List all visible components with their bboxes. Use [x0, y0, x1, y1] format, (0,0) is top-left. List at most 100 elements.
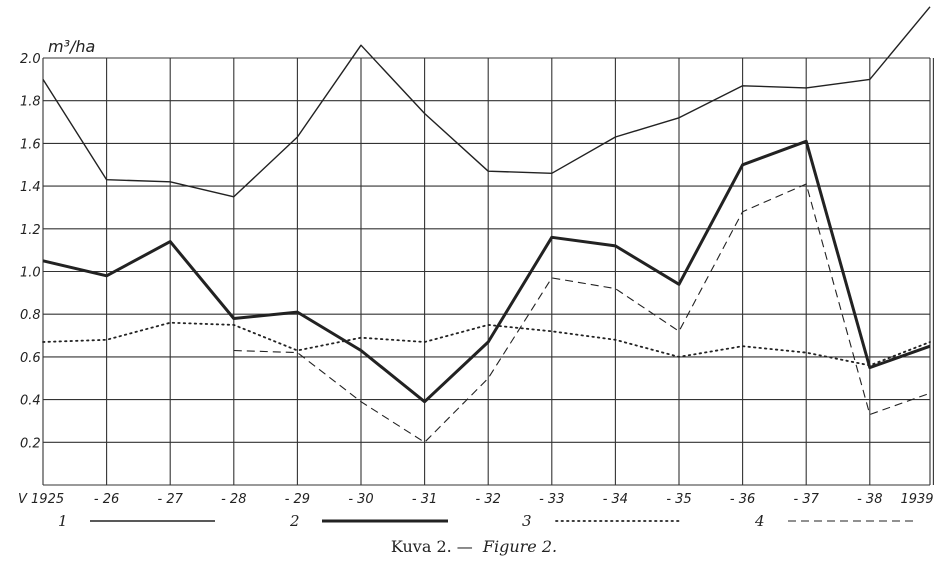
series-line-2 [42, 139, 931, 404]
data-point [295, 134, 300, 139]
data-point [359, 43, 364, 48]
x-tick-label: - 30 [348, 492, 373, 507]
y-tick-label: 1.2 [20, 223, 41, 238]
data-point [804, 139, 809, 144]
data-point [804, 181, 809, 186]
data-point [677, 354, 682, 359]
data-point [804, 350, 809, 355]
y-tick-label: 0.2 [20, 436, 41, 451]
x-tick-label: - 33 [539, 492, 564, 507]
grid [42, 57, 934, 486]
legend: 1 2 3 4 [58, 512, 913, 530]
legend-item-1: 1 [58, 512, 215, 530]
data-point [295, 310, 300, 315]
data-point [359, 399, 364, 404]
data-point [486, 169, 491, 174]
legend-item-2: 2 [289, 512, 448, 530]
data-point [41, 258, 46, 263]
y-tick-label: 1.0 [20, 266, 41, 281]
legend-label: 2 [289, 512, 300, 530]
legend-item-4: 4 [754, 512, 913, 530]
data-point [422, 399, 427, 404]
x-axis-ticks: V 1925 - 26 - 27 - 28 - 29 - 30 - 31 - 32 - 33 - … [18, 492, 934, 507]
data-point [104, 273, 109, 278]
data-point [104, 337, 109, 342]
data-point [804, 85, 809, 90]
x-tick-label: - 34 [603, 492, 628, 507]
series-line-1 [42, 6, 931, 198]
data-point [613, 286, 618, 291]
data-point [677, 115, 682, 120]
data-point [231, 322, 236, 327]
data-point [168, 320, 173, 325]
data-point [359, 348, 364, 353]
x-tick-label: - 29 [285, 492, 310, 507]
x-tick-label: - 31 [412, 492, 437, 507]
data-point [549, 275, 554, 280]
data-point [677, 329, 682, 334]
data-point [422, 111, 427, 116]
y-tick-label: 0.6 [20, 351, 41, 366]
data-point [549, 235, 554, 240]
data-point [168, 179, 173, 184]
data-point [677, 282, 682, 287]
data-point [867, 412, 872, 417]
x-tick-label: V 1925 [18, 492, 64, 507]
y-axis-ticks: 0.2 0.4 0.6 0.8 1.0 1.2 1.4 1.6 1.8 2.0 [20, 52, 41, 451]
y-axis-unit-label: m³/ha [48, 37, 95, 56]
x-tick-label: - 26 [94, 492, 119, 507]
x-tick-label: 1939 [900, 492, 933, 507]
data-point [740, 344, 745, 349]
data-point [867, 363, 872, 368]
data-point [928, 391, 933, 396]
data-point [231, 316, 236, 321]
data-point [231, 194, 236, 199]
x-tick-label: - 28 [221, 492, 246, 507]
data-point [928, 344, 933, 349]
series-3 [41, 320, 931, 368]
data-point [422, 339, 427, 344]
data-point [359, 335, 364, 340]
data-point [486, 376, 491, 381]
legend-label: 4 [754, 512, 765, 530]
x-tick-label: - 37 [794, 492, 820, 507]
x-tick-label: - 35 [666, 492, 691, 507]
data-point [41, 339, 46, 344]
x-tick-label: - 36 [730, 492, 755, 507]
data-point [613, 337, 618, 342]
data-point [740, 162, 745, 167]
data-point [486, 322, 491, 327]
data-point [422, 440, 427, 445]
x-tick-label: - 38 [857, 492, 882, 507]
data-point [168, 239, 173, 244]
data-point [613, 134, 618, 139]
data-point [549, 329, 554, 334]
data-point [295, 350, 300, 355]
figure-caption: Kuva 2. — Figure 2. [391, 537, 557, 556]
y-tick-label: 1.8 [20, 95, 41, 110]
series-line-3 [42, 321, 931, 367]
caption-figure: Figure 2. [482, 537, 557, 556]
x-tick-label: - 27 [158, 492, 184, 507]
series-4 [231, 181, 933, 445]
legend-label: 3 [522, 512, 532, 530]
data-point [486, 339, 491, 344]
series-line-4 [233, 183, 931, 443]
legend-item-3: 3 [522, 512, 683, 530]
y-tick-label: 0.8 [20, 308, 41, 323]
series-lines [41, 4, 933, 445]
data-point [231, 348, 236, 353]
data-point [41, 77, 46, 82]
y-tick-label: 1.4 [20, 180, 41, 195]
series-1 [41, 4, 933, 199]
data-point [928, 4, 933, 9]
y-tick-label: 2.0 [20, 52, 41, 67]
data-point [867, 77, 872, 82]
data-point [549, 171, 554, 176]
x-tick-label: - 32 [476, 492, 501, 507]
data-point [740, 83, 745, 88]
series-2 [41, 139, 933, 404]
y-tick-label: 1.6 [20, 137, 41, 152]
data-point [613, 243, 618, 248]
